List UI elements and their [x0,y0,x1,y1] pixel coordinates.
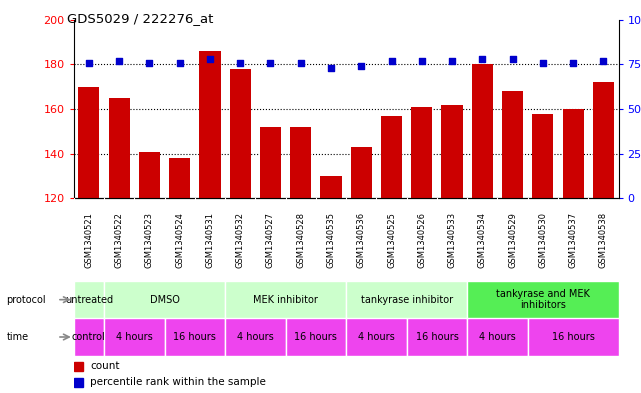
Text: tankyrase and MEK
inhibitors: tankyrase and MEK inhibitors [496,289,590,310]
Text: GSM1340532: GSM1340532 [236,212,245,268]
Text: control: control [72,332,106,342]
Bar [467,318,528,356]
Text: GSM1340525: GSM1340525 [387,212,396,268]
Text: 16 hours: 16 hours [173,332,216,342]
Point [144,59,154,66]
Text: GSM1340537: GSM1340537 [569,212,578,268]
Point [326,65,336,71]
Bar [165,318,225,356]
Bar [320,176,342,198]
Point [356,63,367,69]
Point [417,58,427,64]
Bar [286,318,346,356]
Text: DMSO: DMSO [149,295,179,305]
Bar [225,281,346,318]
Bar [74,318,104,356]
Text: GSM1340535: GSM1340535 [326,212,335,268]
Bar [563,109,584,198]
Bar [442,105,463,198]
Text: GSM1340536: GSM1340536 [357,212,366,268]
Point [447,58,457,64]
Text: GSM1340528: GSM1340528 [296,212,305,268]
Point [598,58,608,64]
Text: GSM1340529: GSM1340529 [508,212,517,268]
Bar [381,116,402,198]
Text: GSM1340538: GSM1340538 [599,212,608,268]
Text: MEK inhibitor: MEK inhibitor [253,295,318,305]
Bar [528,318,619,356]
Text: 16 hours: 16 hours [552,332,595,342]
Bar [406,318,467,356]
Text: GSM1340526: GSM1340526 [417,212,426,268]
Text: percentile rank within the sample: percentile rank within the sample [90,377,266,387]
Bar [108,98,129,198]
Text: GSM1340533: GSM1340533 [447,212,456,268]
Bar [139,152,160,198]
Bar [260,127,281,198]
Point [235,59,246,66]
Text: tankyrase inhibitor: tankyrase inhibitor [361,295,453,305]
Text: count: count [90,361,120,371]
Bar [532,114,553,198]
Bar [593,82,614,198]
Bar [346,318,406,356]
Bar [467,281,619,318]
Bar [351,147,372,198]
Text: GDS5029 / 222276_at: GDS5029 / 222276_at [67,12,213,25]
Point [265,59,276,66]
Bar [225,318,286,356]
Text: 4 hours: 4 hours [237,332,274,342]
Bar [104,318,165,356]
Bar [229,69,251,198]
Text: time: time [6,332,29,342]
Text: GSM1340523: GSM1340523 [145,212,154,268]
Text: 4 hours: 4 hours [358,332,395,342]
Bar [104,281,225,318]
Bar [472,64,493,198]
Text: 16 hours: 16 hours [294,332,337,342]
Text: GSM1340534: GSM1340534 [478,212,487,268]
Bar [290,127,312,198]
Text: 16 hours: 16 hours [415,332,458,342]
Point [296,59,306,66]
Text: GSM1340522: GSM1340522 [115,212,124,268]
Point [538,59,548,66]
Bar [74,362,83,371]
Point [508,56,518,62]
Point [84,59,94,66]
Bar [74,281,104,318]
Text: GSM1340531: GSM1340531 [205,212,215,268]
Text: GSM1340521: GSM1340521 [85,212,94,268]
Bar [169,158,190,198]
Text: GSM1340524: GSM1340524 [175,212,184,268]
Bar [412,107,433,198]
Bar [502,91,523,198]
Point [477,56,487,62]
Point [174,59,185,66]
Point [568,59,578,66]
Point [387,58,397,64]
Bar [74,378,83,387]
Text: 4 hours: 4 hours [479,332,516,342]
Text: GSM1340527: GSM1340527 [266,212,275,268]
Text: 4 hours: 4 hours [116,332,153,342]
Point [204,56,215,62]
Text: GSM1340530: GSM1340530 [538,212,547,268]
Text: untreated: untreated [65,295,113,305]
Bar [199,51,221,198]
Bar [78,87,99,198]
Text: protocol: protocol [6,295,46,305]
Point [114,58,124,64]
Bar [346,281,467,318]
